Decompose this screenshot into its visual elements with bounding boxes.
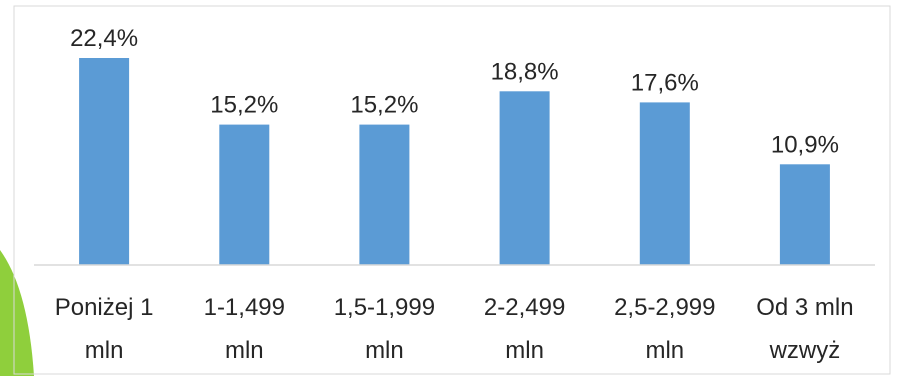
data-label-4: 18,8% — [491, 58, 559, 85]
category-labels-layer: Poniżej 1 mln 1-1,499 mln 1,5-1,999 mln 2-2,49… — [55, 294, 854, 364]
bar-5 — [639, 102, 690, 266]
category-label-3-line-1: 1,5-1,999 — [334, 294, 435, 321]
category-label-4-line-1: 2-2,499 — [484, 294, 565, 321]
data-label-2: 15,2% — [210, 92, 278, 119]
category-label-2-line-1: 1-1,499 — [204, 294, 285, 321]
category-label-6-line-1: Od 3 mln — [756, 294, 853, 321]
bar-6 — [779, 164, 830, 265]
bars-layer — [79, 58, 830, 266]
data-label-1: 22,4% — [70, 25, 138, 52]
category-label-6-line-2: wzwyż — [769, 337, 841, 364]
labels-layer: 22,4% 15,2% 15,2% 18,8% 17,6% 10,9% — [70, 25, 839, 158]
category-label-3-line-2: mln — [365, 337, 404, 364]
data-label-5: 17,6% — [631, 69, 699, 96]
bar-2 — [219, 124, 270, 265]
category-label-1-line-1: Poniżej 1 — [55, 294, 154, 321]
data-label-6: 10,9% — [771, 131, 839, 158]
category-label-2-line-2: mln — [225, 337, 264, 364]
chart-frame — [13, 5, 891, 375]
category-label-5-line-2: mln — [645, 337, 684, 364]
category-label-5-line-1: 2,5-2,999 — [614, 294, 715, 321]
bar-3 — [359, 124, 410, 265]
green-accent-shape — [0, 250, 34, 376]
category-label-1-line-2: mln — [85, 337, 124, 364]
category-label-4-line-2: mln — [505, 337, 544, 364]
data-label-3: 15,2% — [350, 92, 418, 119]
bar-1 — [79, 58, 130, 265]
bar-4 — [499, 91, 550, 265]
